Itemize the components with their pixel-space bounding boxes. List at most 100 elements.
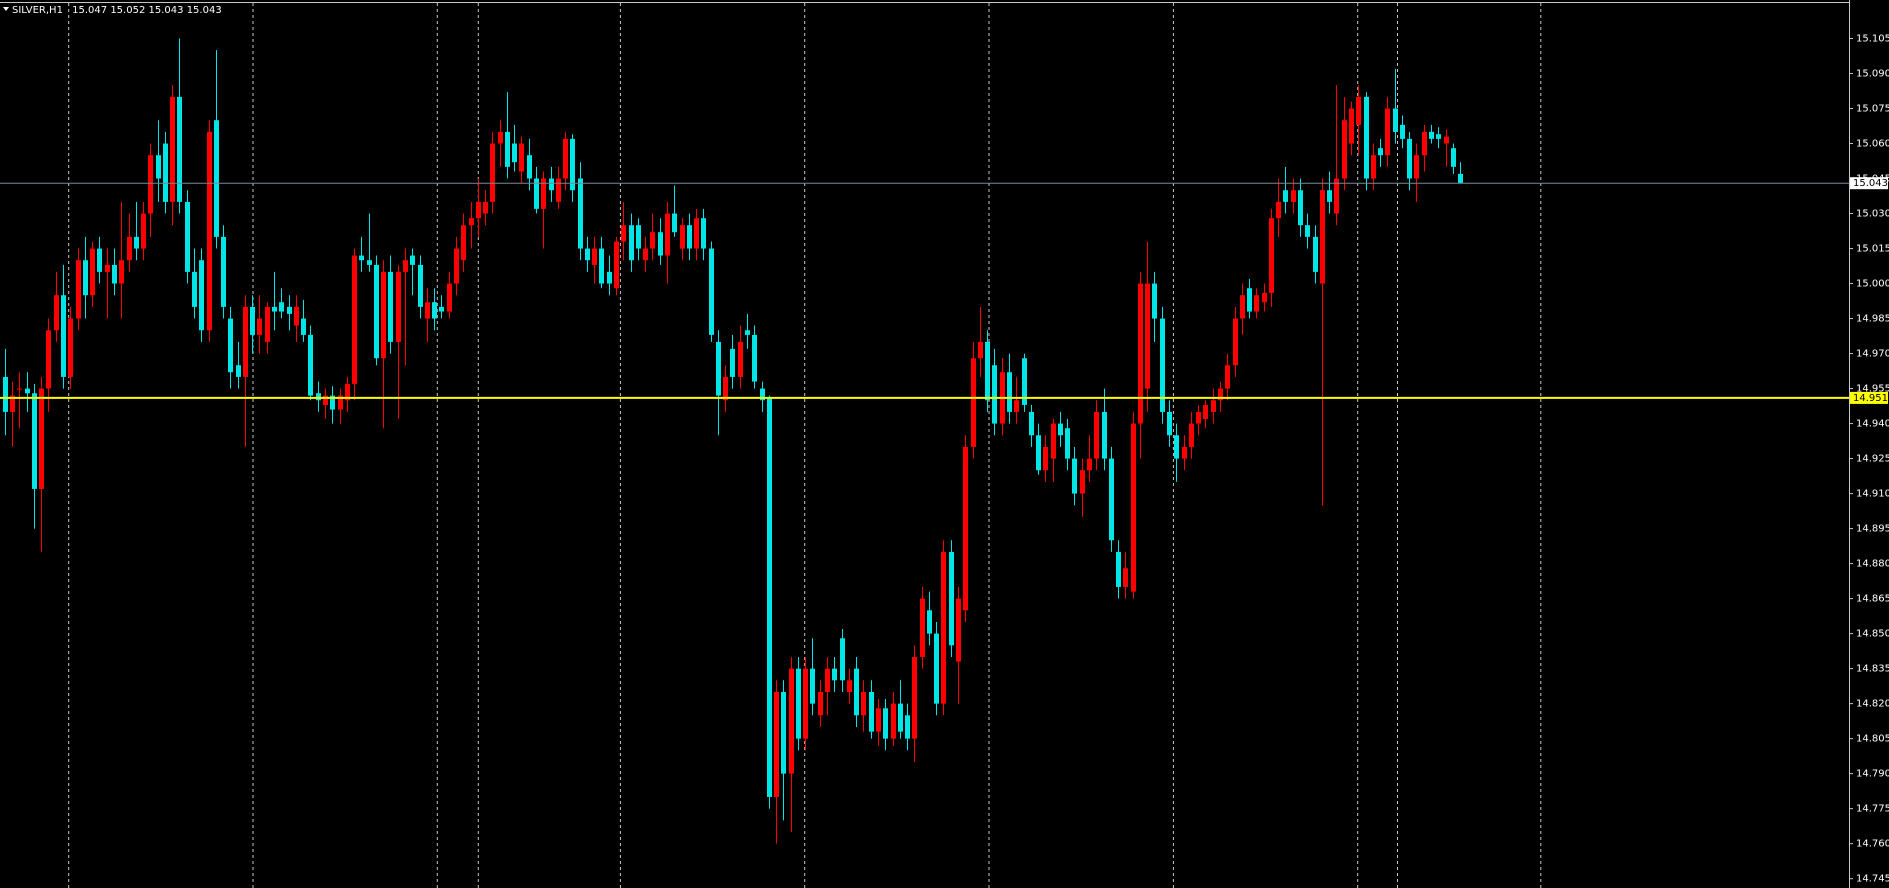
y-tick-label: 15.105 bbox=[1856, 34, 1889, 45]
candle-body bbox=[891, 703, 896, 739]
candle-body bbox=[1414, 155, 1419, 179]
candle-body bbox=[1058, 423, 1063, 436]
candle-body bbox=[578, 178, 583, 249]
candle-body bbox=[1364, 96, 1369, 179]
candle-body bbox=[265, 306, 270, 342]
header-low: 15.043 bbox=[149, 5, 184, 16]
candle-body bbox=[97, 248, 102, 272]
candle-body bbox=[483, 201, 488, 214]
candle-body bbox=[774, 691, 779, 797]
candle-body bbox=[250, 306, 255, 335]
candle-body bbox=[1356, 96, 1361, 125]
header-high: 15.052 bbox=[110, 5, 145, 16]
candle-body bbox=[141, 213, 146, 249]
candle-body bbox=[185, 201, 190, 272]
candle-body bbox=[854, 668, 859, 716]
candle-body bbox=[1342, 120, 1347, 179]
candle-body bbox=[447, 283, 452, 312]
candle-body bbox=[978, 341, 983, 359]
candle-body bbox=[803, 668, 808, 739]
candle-body bbox=[54, 295, 59, 331]
candle-body bbox=[818, 691, 823, 716]
candle-body bbox=[643, 248, 648, 261]
candle-body bbox=[672, 213, 677, 233]
symbol: SILVER,H1 bbox=[12, 5, 63, 16]
candle-body bbox=[192, 271, 197, 307]
candle-body bbox=[1327, 190, 1332, 202]
candle-body bbox=[1269, 218, 1274, 293]
bid-label-box bbox=[1850, 177, 1888, 190]
candle-body bbox=[1065, 428, 1070, 459]
candle-body bbox=[781, 691, 786, 774]
y-tick-label: 14.865 bbox=[1856, 594, 1889, 605]
candle-body bbox=[1182, 446, 1187, 459]
level-label-box bbox=[1850, 391, 1888, 404]
y-tick-label: 15.000 bbox=[1856, 279, 1889, 290]
candle-body bbox=[272, 306, 277, 312]
candle-body bbox=[308, 334, 313, 396]
candle-body bbox=[1211, 400, 1216, 412]
y-tick-label: 14.970 bbox=[1856, 349, 1889, 360]
y-tick-label: 15.030 bbox=[1856, 209, 1889, 220]
candle-body bbox=[1233, 318, 1238, 366]
candle-body bbox=[432, 302, 437, 319]
candle-body bbox=[439, 306, 444, 312]
candle-body bbox=[228, 318, 233, 373]
y-tick-label: 14.940 bbox=[1856, 419, 1889, 430]
y-tick-label: 14.835 bbox=[1856, 664, 1889, 675]
candle-body bbox=[112, 264, 117, 284]
candle-body bbox=[61, 295, 66, 377]
header-close: 15.043 bbox=[187, 5, 222, 16]
y-tick-label: 14.850 bbox=[1856, 629, 1889, 640]
candle-body bbox=[418, 264, 423, 307]
candle-body bbox=[512, 143, 517, 163]
candle-body bbox=[32, 393, 37, 489]
candle-body bbox=[338, 395, 343, 410]
candle-body bbox=[1254, 295, 1259, 312]
y-tick-label: 15.060 bbox=[1856, 139, 1889, 150]
candle-body bbox=[257, 318, 262, 335]
candle-body bbox=[716, 341, 721, 396]
candle-body bbox=[461, 225, 466, 261]
candle-body bbox=[374, 264, 379, 359]
candle-body bbox=[388, 271, 393, 342]
candle-body bbox=[214, 120, 219, 237]
candle-body bbox=[221, 236, 226, 307]
candle-body bbox=[403, 260, 408, 272]
menu-arrow[interactable] bbox=[3, 7, 9, 11]
candle-body bbox=[170, 96, 175, 202]
candle-body bbox=[1320, 190, 1325, 284]
candle-body bbox=[1371, 155, 1376, 179]
candle-body bbox=[1225, 365, 1230, 389]
candle-body bbox=[1131, 423, 1136, 592]
candle-body bbox=[963, 446, 968, 611]
candle-body bbox=[454, 248, 459, 284]
candle-body bbox=[10, 395, 15, 412]
candle-body bbox=[294, 306, 299, 326]
candle-body bbox=[898, 703, 903, 732]
y-tick-label: 15.075 bbox=[1856, 104, 1889, 115]
candle-body bbox=[680, 225, 685, 249]
candle-body bbox=[956, 598, 961, 662]
candle-body bbox=[1051, 423, 1056, 459]
candle-body bbox=[163, 143, 168, 202]
candle-body bbox=[425, 302, 430, 319]
candle-body bbox=[1276, 201, 1281, 219]
candle-body bbox=[1203, 404, 1208, 419]
header-open: 15.047 bbox=[72, 5, 107, 16]
candle-body bbox=[941, 551, 946, 704]
y-tick-label: 14.820 bbox=[1856, 699, 1889, 710]
candle-body bbox=[476, 201, 481, 219]
candle-body bbox=[1022, 358, 1027, 405]
candle-body bbox=[1116, 551, 1121, 587]
candle-body bbox=[1043, 446, 1048, 471]
candle-body bbox=[287, 306, 292, 314]
candle-body bbox=[665, 213, 670, 256]
candle-body bbox=[614, 241, 619, 289]
candle-body bbox=[810, 668, 815, 704]
candle-body bbox=[301, 318, 306, 335]
candle-body bbox=[1349, 108, 1354, 144]
candle-body bbox=[767, 397, 772, 797]
candle-body bbox=[985, 341, 990, 401]
